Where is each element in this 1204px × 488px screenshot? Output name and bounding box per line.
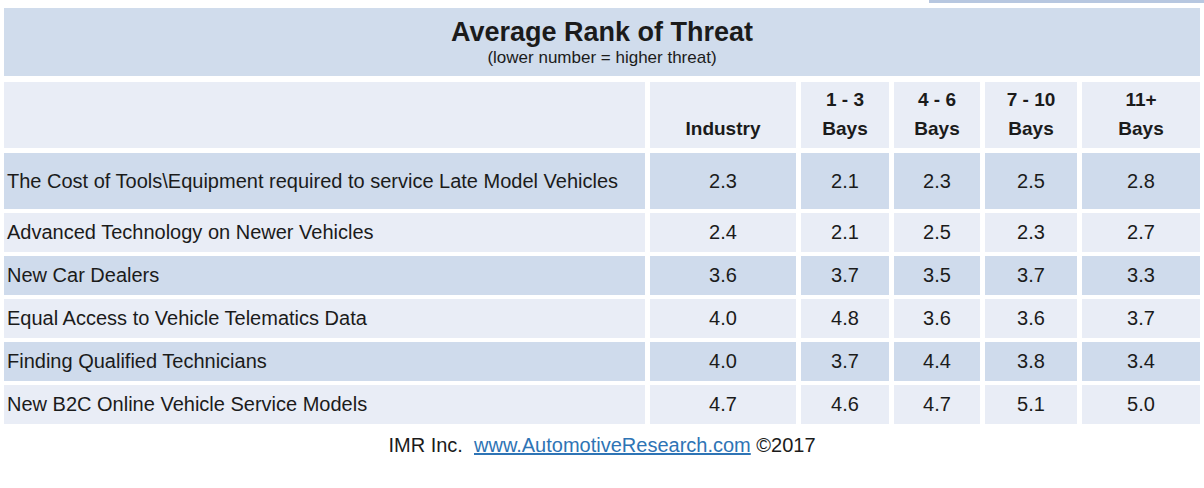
value-industry: 4.7: [650, 385, 796, 424]
top-edge-line: [929, 0, 1204, 3]
table-row: New B2C Online Vehicle Service Models 4.…: [4, 385, 1200, 424]
value-11plus-bays: 3.7: [1082, 299, 1200, 338]
value-4-6-bays: 2.5: [894, 213, 980, 252]
row-label: New Car Dealers: [4, 256, 645, 295]
page-title: Average Rank of Threat: [451, 17, 753, 47]
table-header-row: Industry 1 - 3 Bays 4 - 6 Bays 7 - 10 Ba…: [4, 82, 1200, 148]
header-line: 4 - 6: [918, 85, 956, 114]
value-11plus-bays: 3.3: [1082, 256, 1200, 295]
header-line: 1 - 3: [826, 85, 864, 114]
header-line: Industry: [686, 114, 761, 143]
header-cell-industry: Industry: [650, 82, 796, 148]
value-1-3-bays: 4.8: [801, 299, 889, 338]
table-row: New Car Dealers 3.6 3.7 3.5 3.7 3.3: [4, 256, 1200, 295]
header-line: Bays: [822, 114, 867, 143]
footer: IMR Inc. www.AutomotiveResearch.com ©201…: [4, 434, 1200, 457]
value-11plus-bays: 5.0: [1082, 385, 1200, 424]
value-11plus-bays: 2.8: [1082, 153, 1200, 209]
header-cell-4-6-bays: 4 - 6 Bays: [894, 82, 980, 148]
value-4-6-bays: 4.4: [894, 342, 980, 381]
value-1-3-bays: 2.1: [801, 213, 889, 252]
footer-link[interactable]: www.AutomotiveResearch.com: [474, 434, 751, 456]
value-industry: 2.3: [650, 153, 796, 209]
header-line: Bays: [914, 114, 959, 143]
header-line: 11+: [1125, 85, 1156, 114]
footer-company: IMR Inc.: [388, 434, 474, 456]
table-row: The Cost of Tools\Equipment required to …: [4, 153, 1200, 209]
value-11plus-bays: 3.4: [1082, 342, 1200, 381]
header-cell-11plus-bays: 11+ Bays: [1082, 82, 1200, 148]
value-industry: 4.0: [650, 342, 796, 381]
value-1-3-bays: 4.6: [801, 385, 889, 424]
header-cell-empty: [4, 82, 645, 148]
header-line: 7 - 10: [1007, 85, 1056, 114]
value-industry: 4.0: [650, 299, 796, 338]
row-label: New B2C Online Vehicle Service Models: [4, 385, 645, 424]
value-4-6-bays: 3.6: [894, 299, 980, 338]
header-cell-1-3-bays: 1 - 3 Bays: [801, 82, 889, 148]
row-label: Advanced Technology on Newer Vehicles: [4, 213, 645, 252]
title-band: Average Rank of Threat (lower number = h…: [4, 8, 1200, 76]
row-label: Finding Qualified Technicians: [4, 342, 645, 381]
table-row: Advanced Technology on Newer Vehicles 2.…: [4, 213, 1200, 252]
value-7-10-bays: 3.7: [985, 256, 1077, 295]
value-1-3-bays: 3.7: [801, 256, 889, 295]
value-7-10-bays: 3.6: [985, 299, 1077, 338]
header-cell-7-10-bays: 7 - 10 Bays: [985, 82, 1077, 148]
value-4-6-bays: 4.7: [894, 385, 980, 424]
row-label: The Cost of Tools\Equipment required to …: [4, 153, 645, 209]
table-row: Finding Qualified Technicians 4.0 3.7 4.…: [4, 342, 1200, 381]
value-7-10-bays: 2.3: [985, 213, 1077, 252]
value-1-3-bays: 3.7: [801, 342, 889, 381]
value-7-10-bays: 5.1: [985, 385, 1077, 424]
value-11plus-bays: 2.7: [1082, 213, 1200, 252]
header-line: Bays: [1008, 114, 1053, 143]
page-subtitle: (lower number = higher threat): [487, 47, 716, 68]
table-row: Equal Access to Vehicle Telematics Data …: [4, 299, 1200, 338]
header-line: Bays: [1118, 114, 1163, 143]
footer-copyright: ©2017: [751, 434, 816, 456]
value-4-6-bays: 2.3: [894, 153, 980, 209]
slide: Average Rank of Threat (lower number = h…: [0, 0, 1204, 488]
value-4-6-bays: 3.5: [894, 256, 980, 295]
value-1-3-bays: 2.1: [801, 153, 889, 209]
row-label: Equal Access to Vehicle Telematics Data: [4, 299, 645, 338]
value-industry: 3.6: [650, 256, 796, 295]
value-7-10-bays: 2.5: [985, 153, 1077, 209]
value-industry: 2.4: [650, 213, 796, 252]
value-7-10-bays: 3.8: [985, 342, 1077, 381]
